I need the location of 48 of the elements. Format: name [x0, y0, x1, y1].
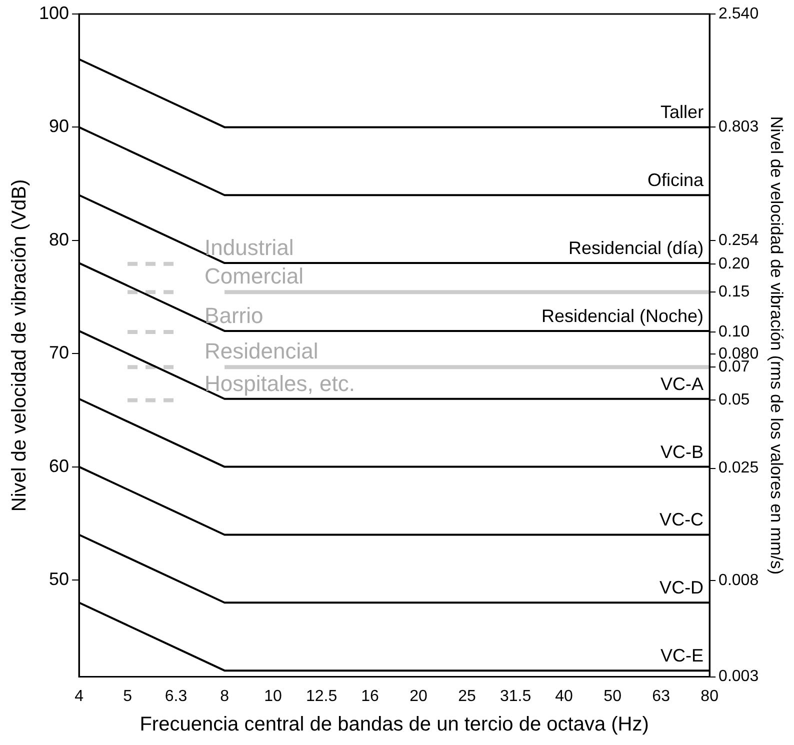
- y-tick-label: 60: [49, 456, 70, 476]
- x-tick-label: 10: [264, 688, 282, 705]
- y-tick-label: 70: [49, 342, 70, 363]
- y-tick-label: 90: [49, 116, 70, 136]
- x-tick-label: 80: [700, 688, 719, 705]
- x-tick-label: 5: [123, 688, 132, 705]
- legend-label: VC-A: [660, 374, 704, 394]
- y2-tick-label: 0.05: [718, 392, 750, 409]
- y2-tick-label: 0.10: [718, 323, 750, 340]
- y2-tick-label: 0.20: [718, 255, 750, 272]
- x-tick-label: 63: [652, 688, 670, 705]
- series-label: Oficina: [648, 170, 705, 190]
- legend-label: Residencial (Noche): [541, 306, 704, 326]
- x-tick-label: 50: [604, 688, 622, 705]
- annotation: Barrio: [204, 303, 264, 328]
- x-tick-label: 31.5: [500, 688, 532, 705]
- y-axis-title: Nivel de velocidad de vibración (VdB): [8, 179, 31, 512]
- annotation: Comercial: [204, 264, 304, 289]
- y2-tick-label: 2.540: [718, 5, 759, 22]
- y2-tick-label: 0.15: [718, 284, 750, 301]
- annotation: Hospitales, etc.: [204, 371, 355, 396]
- x-tick-label: 12.5: [306, 688, 338, 705]
- legend-label: VC-D: [660, 578, 704, 598]
- y-tick-label: 50: [49, 568, 70, 589]
- annotation: Residencial: [204, 338, 318, 364]
- series-label: VC-B: [660, 442, 704, 462]
- y2-tick-label: 0.254: [718, 232, 759, 249]
- y2-axis-title: Nivel de velocidad de vibración (rms de los valores en mm/s): [767, 116, 786, 575]
- series-label: VC-E: [660, 646, 704, 666]
- y-tick-label: 80: [49, 229, 70, 250]
- y2-tick-label: 0.008: [718, 572, 759, 589]
- x-tick-label: 16: [361, 688, 380, 705]
- annotation: Industrial: [204, 235, 294, 260]
- x-axis-title: Frecuencia central de bandas de un tercio de octava (Hz): [140, 714, 649, 736]
- y2-tick-label: 0.025: [718, 460, 759, 477]
- x-tick-label: 25: [458, 688, 476, 705]
- y2-tick-label: 0.07: [718, 358, 750, 376]
- series-label: Taller: [660, 102, 704, 122]
- x-tick-label: 20: [410, 688, 428, 705]
- y2-tick-label: 0.803: [718, 118, 759, 136]
- x-tick-label: 4: [74, 688, 84, 705]
- x-tick-label: 8: [220, 688, 230, 705]
- legend-label: Residencial (día): [568, 238, 704, 258]
- series-label: VC-C: [660, 510, 704, 530]
- y2-tick-label: 0.003: [718, 668, 759, 686]
- y-tick-label: 100: [38, 2, 70, 23]
- x-tick-label: 6.3: [164, 688, 188, 705]
- x-tick-label: 40: [555, 688, 574, 705]
